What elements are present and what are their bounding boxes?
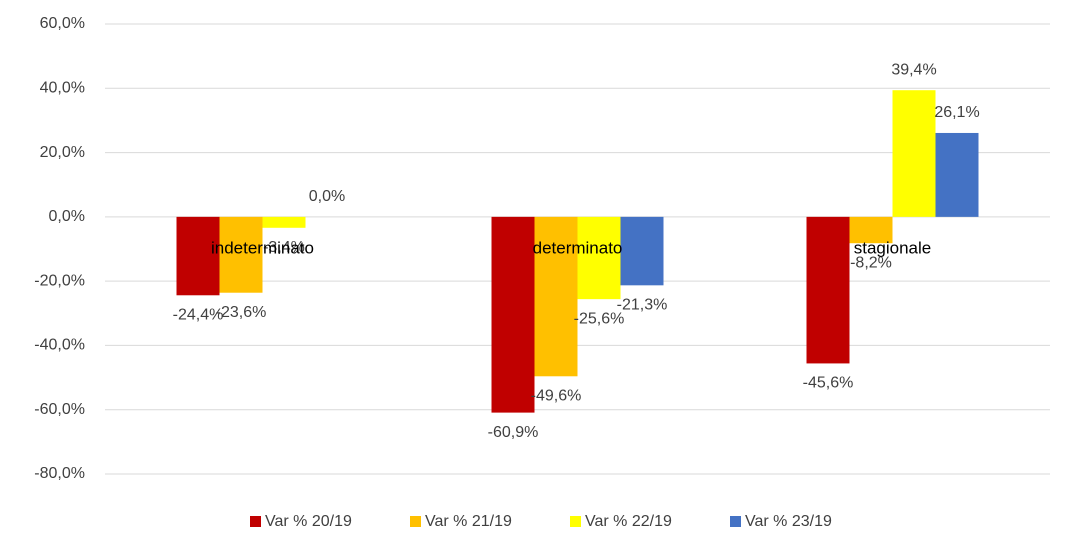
data-label: 26,1% [934,104,979,121]
bar [577,216,621,300]
data-label: -24,4% [173,307,224,324]
bar [491,216,535,413]
bar [219,216,263,293]
bar [806,216,850,364]
bar [892,90,936,217]
bar [620,216,664,286]
legend-label: Var % 22/19 [585,513,672,530]
legend-swatch [730,516,741,527]
legend-swatch [570,516,581,527]
data-label: -23,6% [216,304,267,321]
bar [935,132,979,217]
y-tick-label: 0,0% [49,208,85,225]
legend-label: Var % 23/19 [745,513,832,530]
category-label: indeterminato [211,238,314,257]
y-tick-label: 20,0% [40,144,85,161]
bar [849,216,893,244]
y-tick-label: -20,0% [34,272,85,289]
category-label: stagionale [854,238,932,257]
data-label: -3,4% [263,239,305,256]
data-label: -25,6% [574,310,625,327]
bar [534,216,578,377]
y-tick-label: -80,0% [34,465,85,482]
bar [176,216,220,296]
bar [262,216,306,228]
data-label: 39,4% [891,61,936,78]
data-label: -21,3% [617,297,668,314]
y-tick-label: 60,0% [40,15,85,32]
legend-swatch [250,516,261,527]
y-tick-label: 40,0% [40,80,85,97]
y-tick-label: -60,0% [34,401,85,418]
legend-label: Var % 21/19 [425,513,512,530]
data-label: 0,0% [309,188,345,205]
data-label: -45,6% [803,375,854,392]
legend-label: Var % 20/19 [265,513,352,530]
y-tick-label: -40,0% [34,337,85,354]
data-label: -60,9% [488,424,539,441]
category-label: determinato [533,238,623,257]
data-label: -49,6% [531,388,582,405]
legend-swatch [410,516,421,527]
data-label: -8,2% [850,254,892,271]
